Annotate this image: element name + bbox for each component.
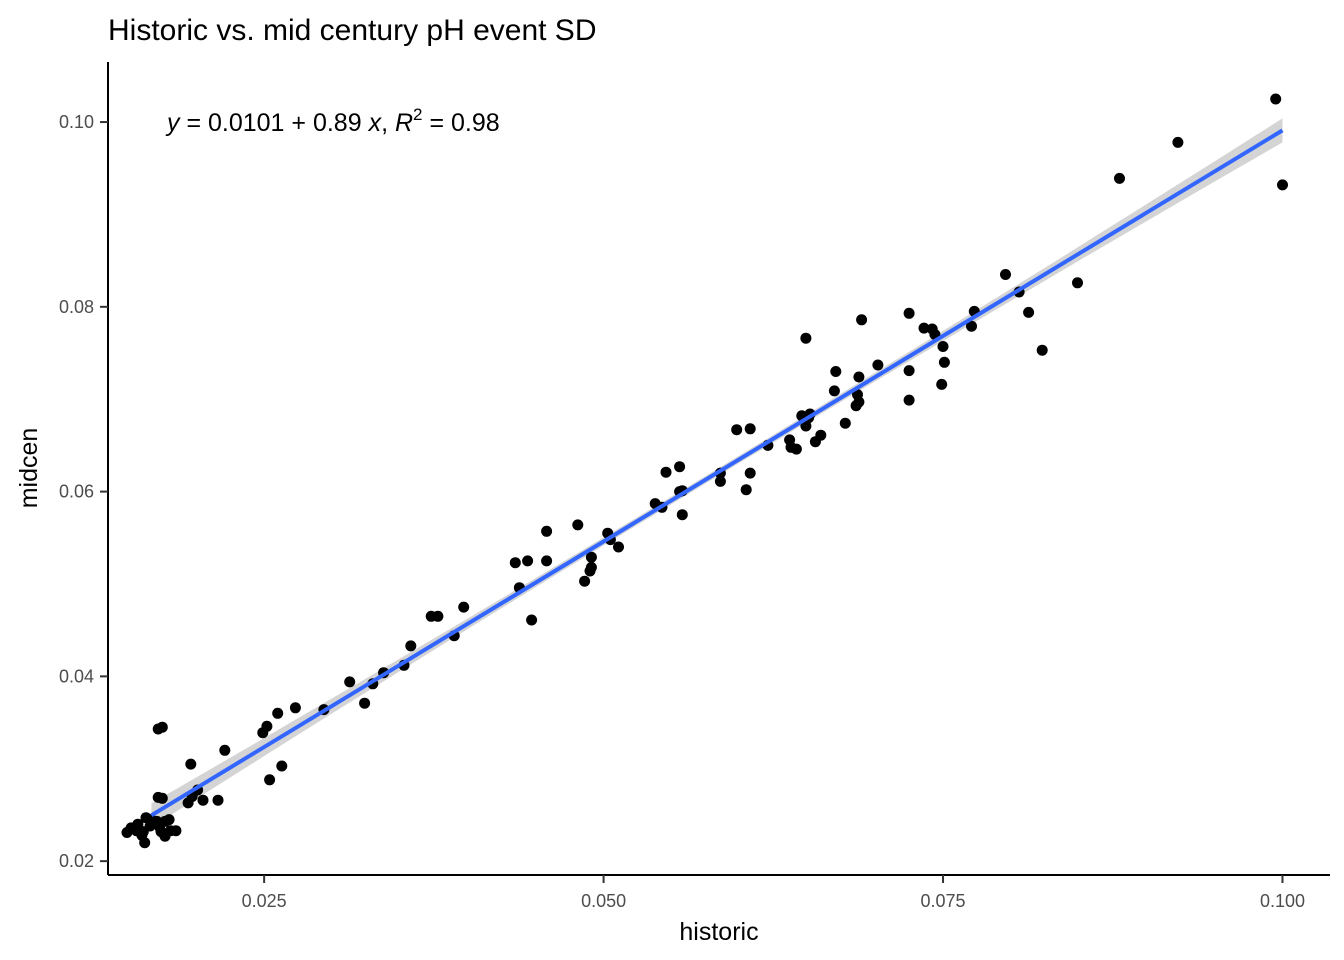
x-tick-label: 0.050 xyxy=(581,891,626,911)
data-point xyxy=(579,575,591,587)
data-point xyxy=(257,727,269,739)
y-tick-label: 0.02 xyxy=(59,851,94,871)
data-point xyxy=(744,467,756,479)
data-point xyxy=(676,509,688,521)
regression-equation: y = 0.0101 + 0.89 x, R2 = 0.98 xyxy=(165,105,500,137)
equation-r-var: R xyxy=(395,109,413,137)
data-point xyxy=(276,760,288,772)
data-point xyxy=(872,359,884,371)
data-point xyxy=(197,794,209,806)
data-point xyxy=(344,676,356,688)
data-point xyxy=(1172,136,1184,148)
x-axis-ticks: 0.025 0.050 0.075 0.100 xyxy=(242,875,1305,911)
y-tick-label: 0.10 xyxy=(59,112,94,132)
data-point xyxy=(790,443,802,455)
data-point xyxy=(830,366,842,377)
equation-r-value: = 0.98 xyxy=(423,109,500,137)
data-point xyxy=(613,541,624,553)
data-point xyxy=(839,417,851,429)
data-point xyxy=(182,797,194,809)
data-point xyxy=(800,420,812,432)
equation-separator: , xyxy=(381,109,395,137)
data-point xyxy=(139,837,151,849)
regression-fit-line xyxy=(150,128,1284,818)
data-point xyxy=(744,423,756,435)
data-point xyxy=(1072,277,1083,289)
data-point xyxy=(731,424,743,436)
data-point xyxy=(212,794,224,806)
data-point xyxy=(1000,269,1011,280)
x-tick-label: 0.025 xyxy=(242,891,287,911)
data-point xyxy=(185,758,197,770)
data-point xyxy=(850,400,862,412)
data-point xyxy=(264,774,276,786)
data-point xyxy=(405,640,417,652)
x-tick-label: 0.100 xyxy=(1260,891,1305,911)
data-point xyxy=(163,814,175,826)
data-point xyxy=(853,371,865,383)
y-tick-label: 0.04 xyxy=(59,666,94,686)
data-point xyxy=(509,557,521,569)
data-point xyxy=(522,555,534,567)
data-point xyxy=(937,341,949,352)
data-point xyxy=(458,601,470,613)
y-tick-label: 0.08 xyxy=(59,297,94,317)
data-point xyxy=(152,723,164,735)
y-axis-ticks: 0.02 0.04 0.06 0.08 0.10 xyxy=(59,112,108,871)
data-point xyxy=(938,356,950,368)
data-point xyxy=(966,320,977,332)
data-point xyxy=(156,792,168,804)
data-point xyxy=(936,378,948,390)
data-point xyxy=(856,314,868,326)
data-point xyxy=(828,385,840,397)
data-point xyxy=(219,744,231,756)
data-point xyxy=(541,555,553,567)
data-point xyxy=(272,707,284,719)
data-point xyxy=(585,551,597,563)
chart-title: Historic vs. mid century pH event SD xyxy=(108,14,596,47)
regression-line xyxy=(150,128,1284,818)
data-point xyxy=(584,565,596,577)
data-point xyxy=(903,365,915,377)
data-point xyxy=(1114,172,1125,184)
y-tick-label: 0.06 xyxy=(59,482,94,502)
equation-r-superscript: 2 xyxy=(413,105,422,124)
x-axis-title: historic xyxy=(679,918,758,946)
data-point xyxy=(572,519,584,531)
data-point xyxy=(660,466,672,478)
data-point xyxy=(903,307,915,319)
data-point xyxy=(541,525,553,537)
data-point xyxy=(526,614,538,626)
equation-y-var: y xyxy=(165,109,181,137)
data-point xyxy=(289,702,301,714)
x-tick-label: 0.075 xyxy=(921,891,966,911)
data-point xyxy=(903,394,915,406)
data-point xyxy=(121,827,133,838)
data-point xyxy=(1277,179,1288,191)
data-point xyxy=(159,830,171,842)
equation-formula: = 0.0101 + 0.89 xyxy=(180,109,369,137)
data-point xyxy=(432,610,444,622)
data-point xyxy=(809,436,821,448)
data-point xyxy=(714,475,726,487)
equation-x-var: x xyxy=(368,109,383,137)
data-point xyxy=(740,484,752,496)
data-point xyxy=(1036,344,1048,356)
data-point xyxy=(674,461,686,473)
data-point xyxy=(359,697,371,709)
y-axis-title: midcen xyxy=(15,428,43,509)
data-point xyxy=(918,322,930,334)
data-point xyxy=(170,825,182,837)
data-point xyxy=(1270,93,1282,105)
data-point xyxy=(800,332,812,344)
data-point xyxy=(1023,306,1035,318)
